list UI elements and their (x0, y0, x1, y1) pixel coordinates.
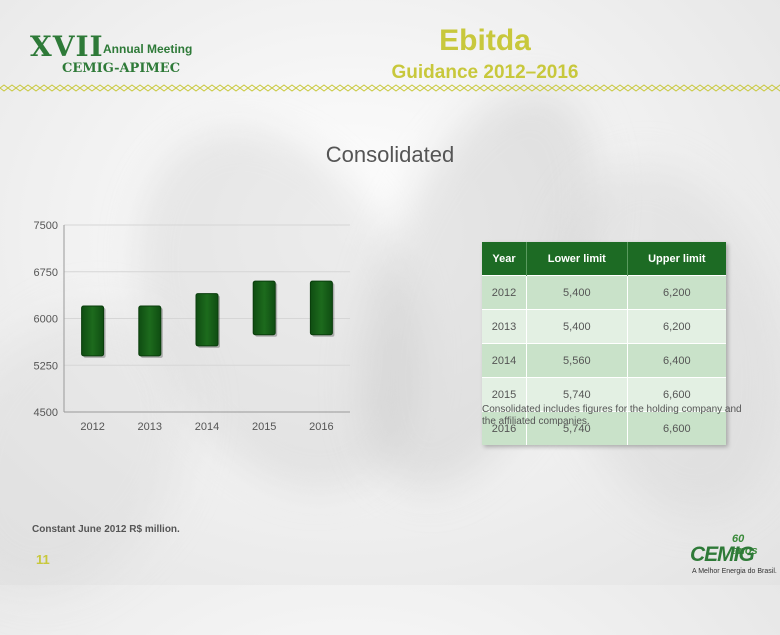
table-cell-year: 2012 (482, 275, 527, 310)
table-cell-upper: 6,200 (627, 309, 726, 344)
guidance-table: Year Lower limit Upper limit 2012 5,400 … (482, 242, 726, 445)
anniversary-mark: 60 anos (732, 533, 758, 557)
table-row: 2013 5,400 6,200 (482, 309, 726, 344)
y-tick-label: 7500 (34, 220, 58, 232)
table-header-lower: Lower limit (526, 242, 628, 276)
chart-title: Consolidated (325, 142, 455, 167)
table-cell-lower: 5,400 (526, 309, 628, 344)
table-note: Consolidated includes figures for the ho… (482, 404, 742, 427)
table-row: 2012 5,400 6,200 (482, 275, 726, 310)
range-bar (138, 305, 162, 357)
y-tick-label: 6000 (34, 314, 58, 326)
brand-name: CEMIG (690, 543, 755, 566)
y-tick-label: 4500 (34, 407, 58, 419)
x-tick-label: 2015 (252, 421, 276, 433)
header-divider (0, 84, 780, 92)
table-cell-year: 2016 (482, 411, 527, 445)
table-row: 2015 5,740 6,600 (482, 377, 726, 412)
table-cell-upper: 6,600 (627, 377, 726, 412)
y-tick-label: 6750 (34, 267, 58, 279)
page-subtitle: Guidance 2012–2016 (391, 62, 579, 83)
range-bar (309, 280, 333, 336)
currency-footnote: Constant June 2012 R$ million. (32, 524, 180, 535)
x-tick-label: 2014 (195, 421, 219, 433)
x-tick-label: 2012 (80, 421, 104, 433)
table-cell-upper: 6,600 (627, 411, 726, 445)
table-cell-year: 2013 (482, 309, 527, 344)
table-cell-upper: 6,400 (627, 343, 726, 378)
event-logo-edition: XVII (30, 30, 104, 63)
x-tick-label: 2013 (138, 421, 162, 433)
ebitda-range-chart: 4500 5250 6000 6750 7500 2012 2013 2014 2015 2016 (34, 220, 350, 433)
page-number: 11 (36, 552, 50, 567)
brand-tagline: A Melhor Energia do Brasil. (692, 568, 777, 575)
table-cell-upper: 6,200 (627, 275, 726, 310)
table-cell-year: 2014 (482, 343, 527, 378)
range-bar (195, 293, 219, 347)
event-logo-title: Annual Meeting (103, 42, 193, 56)
table-row: 2016 5,740 6,600 (482, 411, 726, 445)
range-bar (252, 280, 276, 336)
y-tick-label: 5250 (34, 360, 58, 372)
page-title: Ebitda (439, 24, 531, 57)
table-header-row: Year Lower limit Upper limit (482, 242, 726, 276)
table-cell-lower: 5,740 (526, 411, 628, 445)
table-cell-year: 2015 (482, 377, 527, 412)
table-header-year: Year (482, 242, 527, 276)
cemig-logo: 60 anos CEMIG A Melhor Energia do Brasil… (690, 533, 777, 581)
x-tick-label: 2016 (309, 421, 333, 433)
table-cell-lower: 5,740 (526, 377, 628, 412)
range-bar (81, 305, 105, 357)
event-logo-org: CEMIG-APIMEC (62, 61, 181, 76)
table-row: 2014 5,560 6,400 (482, 343, 726, 378)
table-cell-lower: 5,560 (526, 343, 628, 378)
table-header-upper: Upper limit (627, 242, 726, 276)
table-cell-lower: 5,400 (526, 275, 628, 310)
